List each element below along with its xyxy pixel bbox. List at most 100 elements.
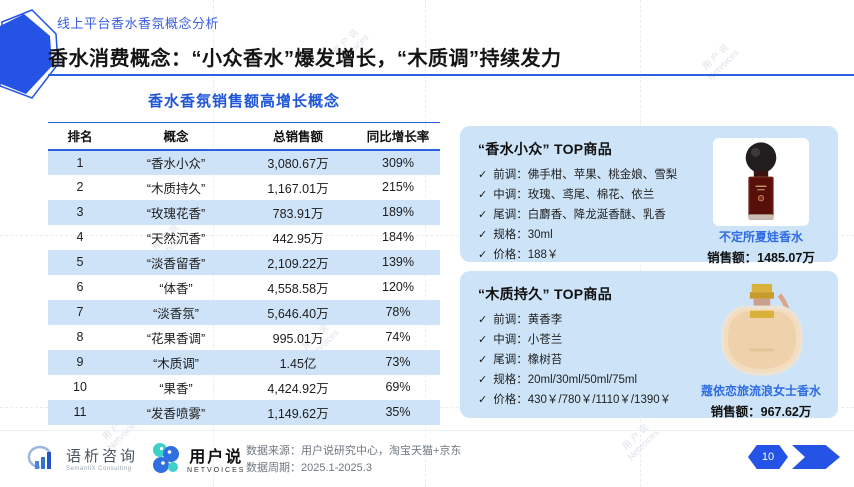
page-navigation: 10 (748, 445, 840, 469)
card-bullet-list: ✓ 前调：黄香李 ✓ 中调：小苍兰 ✓ 尾调：橡树苔 ✓ 规格：20ml/30ml/50… (478, 310, 824, 410)
title-underline (48, 74, 854, 76)
card-title: “香水小众” TOP商品 (478, 141, 613, 157)
bullet-item: ✓ 中调：小苍兰 (478, 330, 824, 350)
table-row: 4 “天然沉香” 442.95万 184% (48, 225, 440, 250)
growth-concepts-table: 排名 概念 总销售额 同比增长率 1 “香水小众” 3,080.67万 309% 2 “… (48, 122, 440, 425)
table-cell: 35% (356, 399, 440, 425)
table-cell: 120% (382, 280, 414, 294)
table-row: 5 “淡香留香” 2,109.22万 139% (48, 249, 440, 275)
product-sales: 销售额：1485.07万 (707, 251, 815, 265)
check-icon: ✓ (478, 354, 488, 366)
check-icon: ✓ (478, 394, 488, 406)
netvoices-logo-icon (153, 443, 179, 473)
table-cell: 139% (356, 249, 440, 275)
table-cell: 8 (76, 330, 84, 344)
table-cell: “玫瑰花香” (112, 199, 240, 225)
bullet-item: ✓ 规格：20ml/30ml/50ml/75ml (478, 370, 824, 390)
table-cell: 5 (48, 249, 112, 275)
table-row: 11 “发香喷雾” 1,149.62万 35% (48, 399, 440, 425)
table-cell: 3 (48, 199, 112, 225)
table-cell: 442.95万 (272, 231, 324, 246)
table-row: 6 “体香” 4,558.58万 120% (48, 275, 440, 300)
table-row: 10 “果香” 4,424.92万 69% (48, 375, 440, 400)
table-cell: 995.01万 (272, 331, 324, 346)
table-cell: 69% (385, 380, 411, 394)
bullet-item: ✓ 规格：30ml (478, 225, 824, 245)
deco-polygon-icon (0, 9, 59, 99)
table-row: 8 “花果香调” 995.01万 74% (48, 325, 440, 350)
table-cell: 309% (356, 149, 440, 175)
table-cell: 78% (356, 299, 440, 325)
perfume-bottle-dark-red-icon (745, 142, 777, 220)
table-cell: 4 (76, 230, 84, 244)
product-column: 蔻依恋旅流浪女士香水 销售额：967.62万 (696, 281, 826, 420)
guide-line (425, 0, 426, 487)
footer: 语析咨询 SemantiX Consulting 用户说 NETVOICES 数… (0, 430, 854, 487)
table-row: 7 “淡香氛” 5,646.40万 78% (48, 299, 440, 325)
card-niche-perfume-top: “香水小众” TOP商品 ✓ 前调：佛手柑、苹果、桃金娘、雪梨 ✓ 中调：玫瑰、鸢尾… (460, 126, 838, 265)
bullet-item: ✓ 价格：430￥/780￥/1110￥/1390￥ (478, 390, 824, 410)
table-cell: 215% (382, 180, 414, 194)
table-cell: “木质持久” (146, 181, 206, 196)
table-cell: 7 (48, 299, 112, 325)
page-number-badge: 10 (748, 445, 788, 469)
table-cell: 10 (73, 380, 87, 394)
semantix-logo-text: 语析咨询 SemantiX Consulting (66, 447, 139, 472)
table-cell: “发香喷雾” (112, 399, 240, 425)
table-cell: 9 (48, 349, 112, 375)
table-cell: 11 (48, 399, 112, 425)
bullet-item: ✓ 中调：玫瑰、鸢尾、棉花、依兰 (478, 185, 824, 205)
table-cell: 1.45亿 (240, 349, 356, 375)
check-icon: ✓ (478, 374, 488, 386)
guide-line (213, 0, 214, 487)
card-woody-lasting-top: “木质持久” TOP商品 ✓ 前调：黄香李 ✓ 中调：小苍兰 ✓ 尾调：橡树苔 ✓ 规格… (460, 271, 838, 420)
semantix-logo-icon (27, 445, 52, 469)
table-cell: 2 (76, 180, 84, 194)
check-icon: ✓ (478, 229, 488, 241)
table-row: 9 “木质调” 1.45亿 73% (48, 349, 440, 375)
perfume-bottle-cream-icon (720, 283, 804, 376)
check-icon: ✓ (478, 314, 488, 326)
table-cell: 4,424.92万 (267, 381, 329, 396)
netvoices-logo: 用户说 NETVOICES (148, 441, 245, 475)
table-cell: “香水小众” (112, 149, 240, 175)
table-cell: 189% (356, 199, 440, 225)
data-period-line: 数据周期：2025.1-2025.3 (246, 462, 372, 474)
netvoices-logo-text: 用户说 NETVOICES (187, 448, 246, 474)
table-cell: 74% (385, 330, 411, 344)
product-column: 不定所夏娃香水 销售额：1485.07万 (696, 136, 826, 266)
product-sales: 销售额：967.62万 (710, 405, 812, 419)
table-cell: “果香” (159, 381, 193, 396)
guide-line (0, 235, 854, 236)
table-cell: “淡香氛” (112, 299, 240, 325)
table-cell: “体香” (159, 281, 193, 296)
table-cell: 2,109.22万 (240, 249, 356, 275)
table-cell: 184% (382, 230, 414, 244)
check-icon: ✓ (478, 209, 488, 221)
table-cell: “淡香留香” (112, 249, 240, 275)
bullet-item: ✓ 前调：佛手柑、苹果、桃金娘、雪梨 (478, 165, 824, 185)
table-cell: 1,167.01万 (267, 181, 329, 196)
data-source-line: 数据来源：用户说研究中心，淘宝天猫+京东 (246, 445, 462, 457)
column-header-concept: 概念 (112, 122, 240, 151)
table-cell: 1 (48, 149, 112, 175)
section-eyebrow: 线上平台香水香氛概念分析 (57, 16, 220, 31)
semantix-logo: 语析咨询 SemantiX Consulting (26, 443, 138, 473)
product-name: 不定所夏娃香水 (718, 230, 803, 244)
check-icon: ✓ (478, 334, 488, 346)
table-cell: 4,558.58万 (267, 281, 329, 296)
table-cell: “木质调” (112, 349, 240, 375)
table-cell: 783.91万 (240, 199, 356, 225)
check-icon: ✓ (478, 189, 488, 201)
table-cell: 5,646.40万 (240, 299, 356, 325)
table-row: 1 “香水小众” 3,080.67万 309% (48, 149, 440, 175)
bullet-item: ✓ 尾调：白麝香、降龙涎香醚、乳香 (478, 205, 824, 225)
card-bullet-list: ✓ 前调：佛手柑、苹果、桃金娘、雪梨 ✓ 中调：玫瑰、鸢尾、棉花、依兰 ✓ 尾调：白麝… (478, 165, 824, 265)
table-row: 3 “玫瑰花香” 783.91万 189% (48, 199, 440, 225)
column-header-sales: 总销售额 (240, 122, 356, 151)
table-row: 2 “木质持久” 1,167.01万 215% (48, 175, 440, 200)
next-arrow-icon (792, 445, 840, 469)
table-cell: 1,149.62万 (240, 399, 356, 425)
table-cell: 6 (76, 280, 84, 294)
